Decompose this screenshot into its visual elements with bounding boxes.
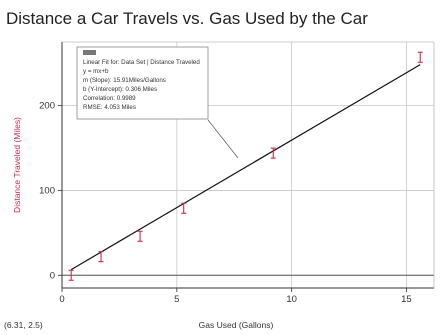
y-ticks: 0 100 200 [39, 101, 62, 281]
annotation-line-4: b (Y-Intercept): 0.306 Miles [83, 86, 157, 93]
x-axis-label: Gas Used (Gallons) [199, 320, 274, 330]
annotation-line-6: RMSE: 4.053 Miles [83, 104, 136, 111]
y-axis-label: Distance Traveled (Miles) [12, 117, 22, 213]
data-point [417, 51, 423, 63]
annotation-line-2: y = mx+b [83, 68, 109, 75]
y-tick-label: 200 [39, 101, 55, 112]
axes [61, 41, 435, 289]
data-point [68, 269, 74, 281]
coordinate-readout: (6.31, 2.5) [4, 320, 43, 330]
data-points [68, 51, 423, 281]
x-tick-label: 10 [286, 294, 297, 305]
annotation-line-5: Correlation: 0.9989 [83, 95, 136, 102]
fit-line [70, 64, 421, 271]
x-tick-label: 0 [59, 294, 64, 305]
x-tick-label: 5 [174, 294, 179, 305]
x-tick-label: 15 [401, 294, 412, 305]
fit-annotation: Linear Fit for: Data Set | Distance Trav… [76, 46, 209, 120]
data-point [181, 202, 187, 214]
data-point [270, 147, 276, 159]
annotation-line-1: Linear Fit for: Data Set | Distance Trav… [83, 59, 200, 66]
chart-title: Distance a Car Travels vs. Gas Used by t… [6, 9, 368, 28]
x-ticks: 0 5 10 15 [59, 288, 412, 305]
annotation-tag [83, 50, 96, 55]
y-tick-label: 0 [50, 270, 55, 281]
annotation-line-3: m (Slope): 15.91Miles/Gallons [83, 77, 166, 84]
data-point [137, 230, 143, 242]
data-point [98, 251, 104, 263]
y-tick-label: 100 [39, 185, 55, 196]
annotation-pointer [207, 119, 239, 159]
annotation-box [76, 46, 209, 120]
